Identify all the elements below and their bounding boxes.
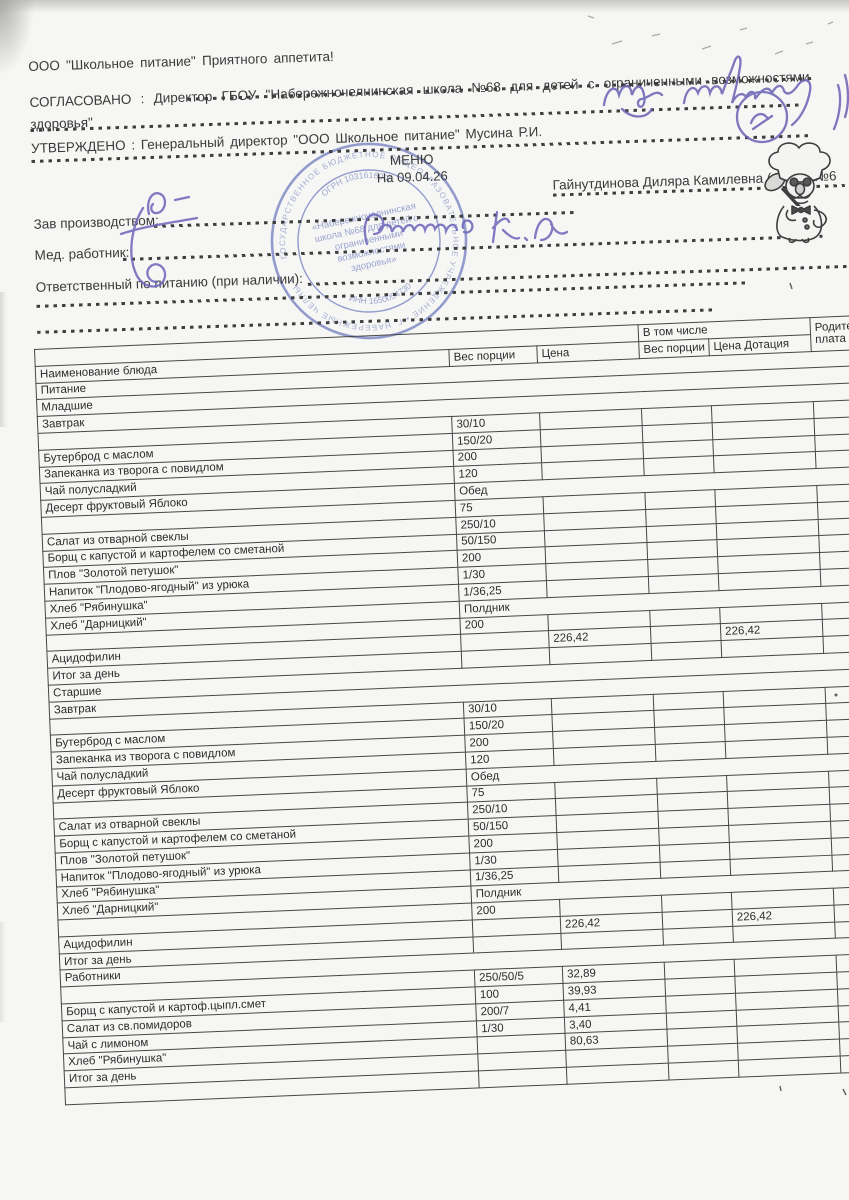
scan-left-shade (0, 922, 6, 1022)
handwritten-signatures (119, 192, 569, 288)
scan-corner-smudge (0, 0, 34, 74)
scan-left-shade (0, 292, 7, 427)
production-manager-signature (146, 192, 167, 216)
chef-illustration (764, 142, 831, 244)
price-cell (566, 1063, 670, 1085)
menu-table-wrap: В том числе Родите плата Наименование бл… (34, 308, 849, 1106)
signature-flourish (130, 206, 167, 288)
price-subsidy-cell (738, 1056, 841, 1078)
portion-incl-cell (668, 1060, 739, 1080)
top-right-signature (602, 55, 849, 144)
header-parent-line1: Родите (814, 320, 849, 335)
med-worker-signature (363, 213, 385, 246)
school-stamp: ГОСУДАРСТВЕННОЕ БЮДЖЕТНОЕ ОБЩЕОБРАЗОВАТЕ… (266, 138, 472, 344)
menu-table-body: Питание Младшие Завтрак 30/10 Бутерброд с ма… (35, 342, 849, 1105)
scan-top-shade (0, 0, 849, 13)
menu-table: В том числе Родите плата Наименование бл… (34, 308, 849, 1105)
portion-cell (478, 1067, 568, 1088)
